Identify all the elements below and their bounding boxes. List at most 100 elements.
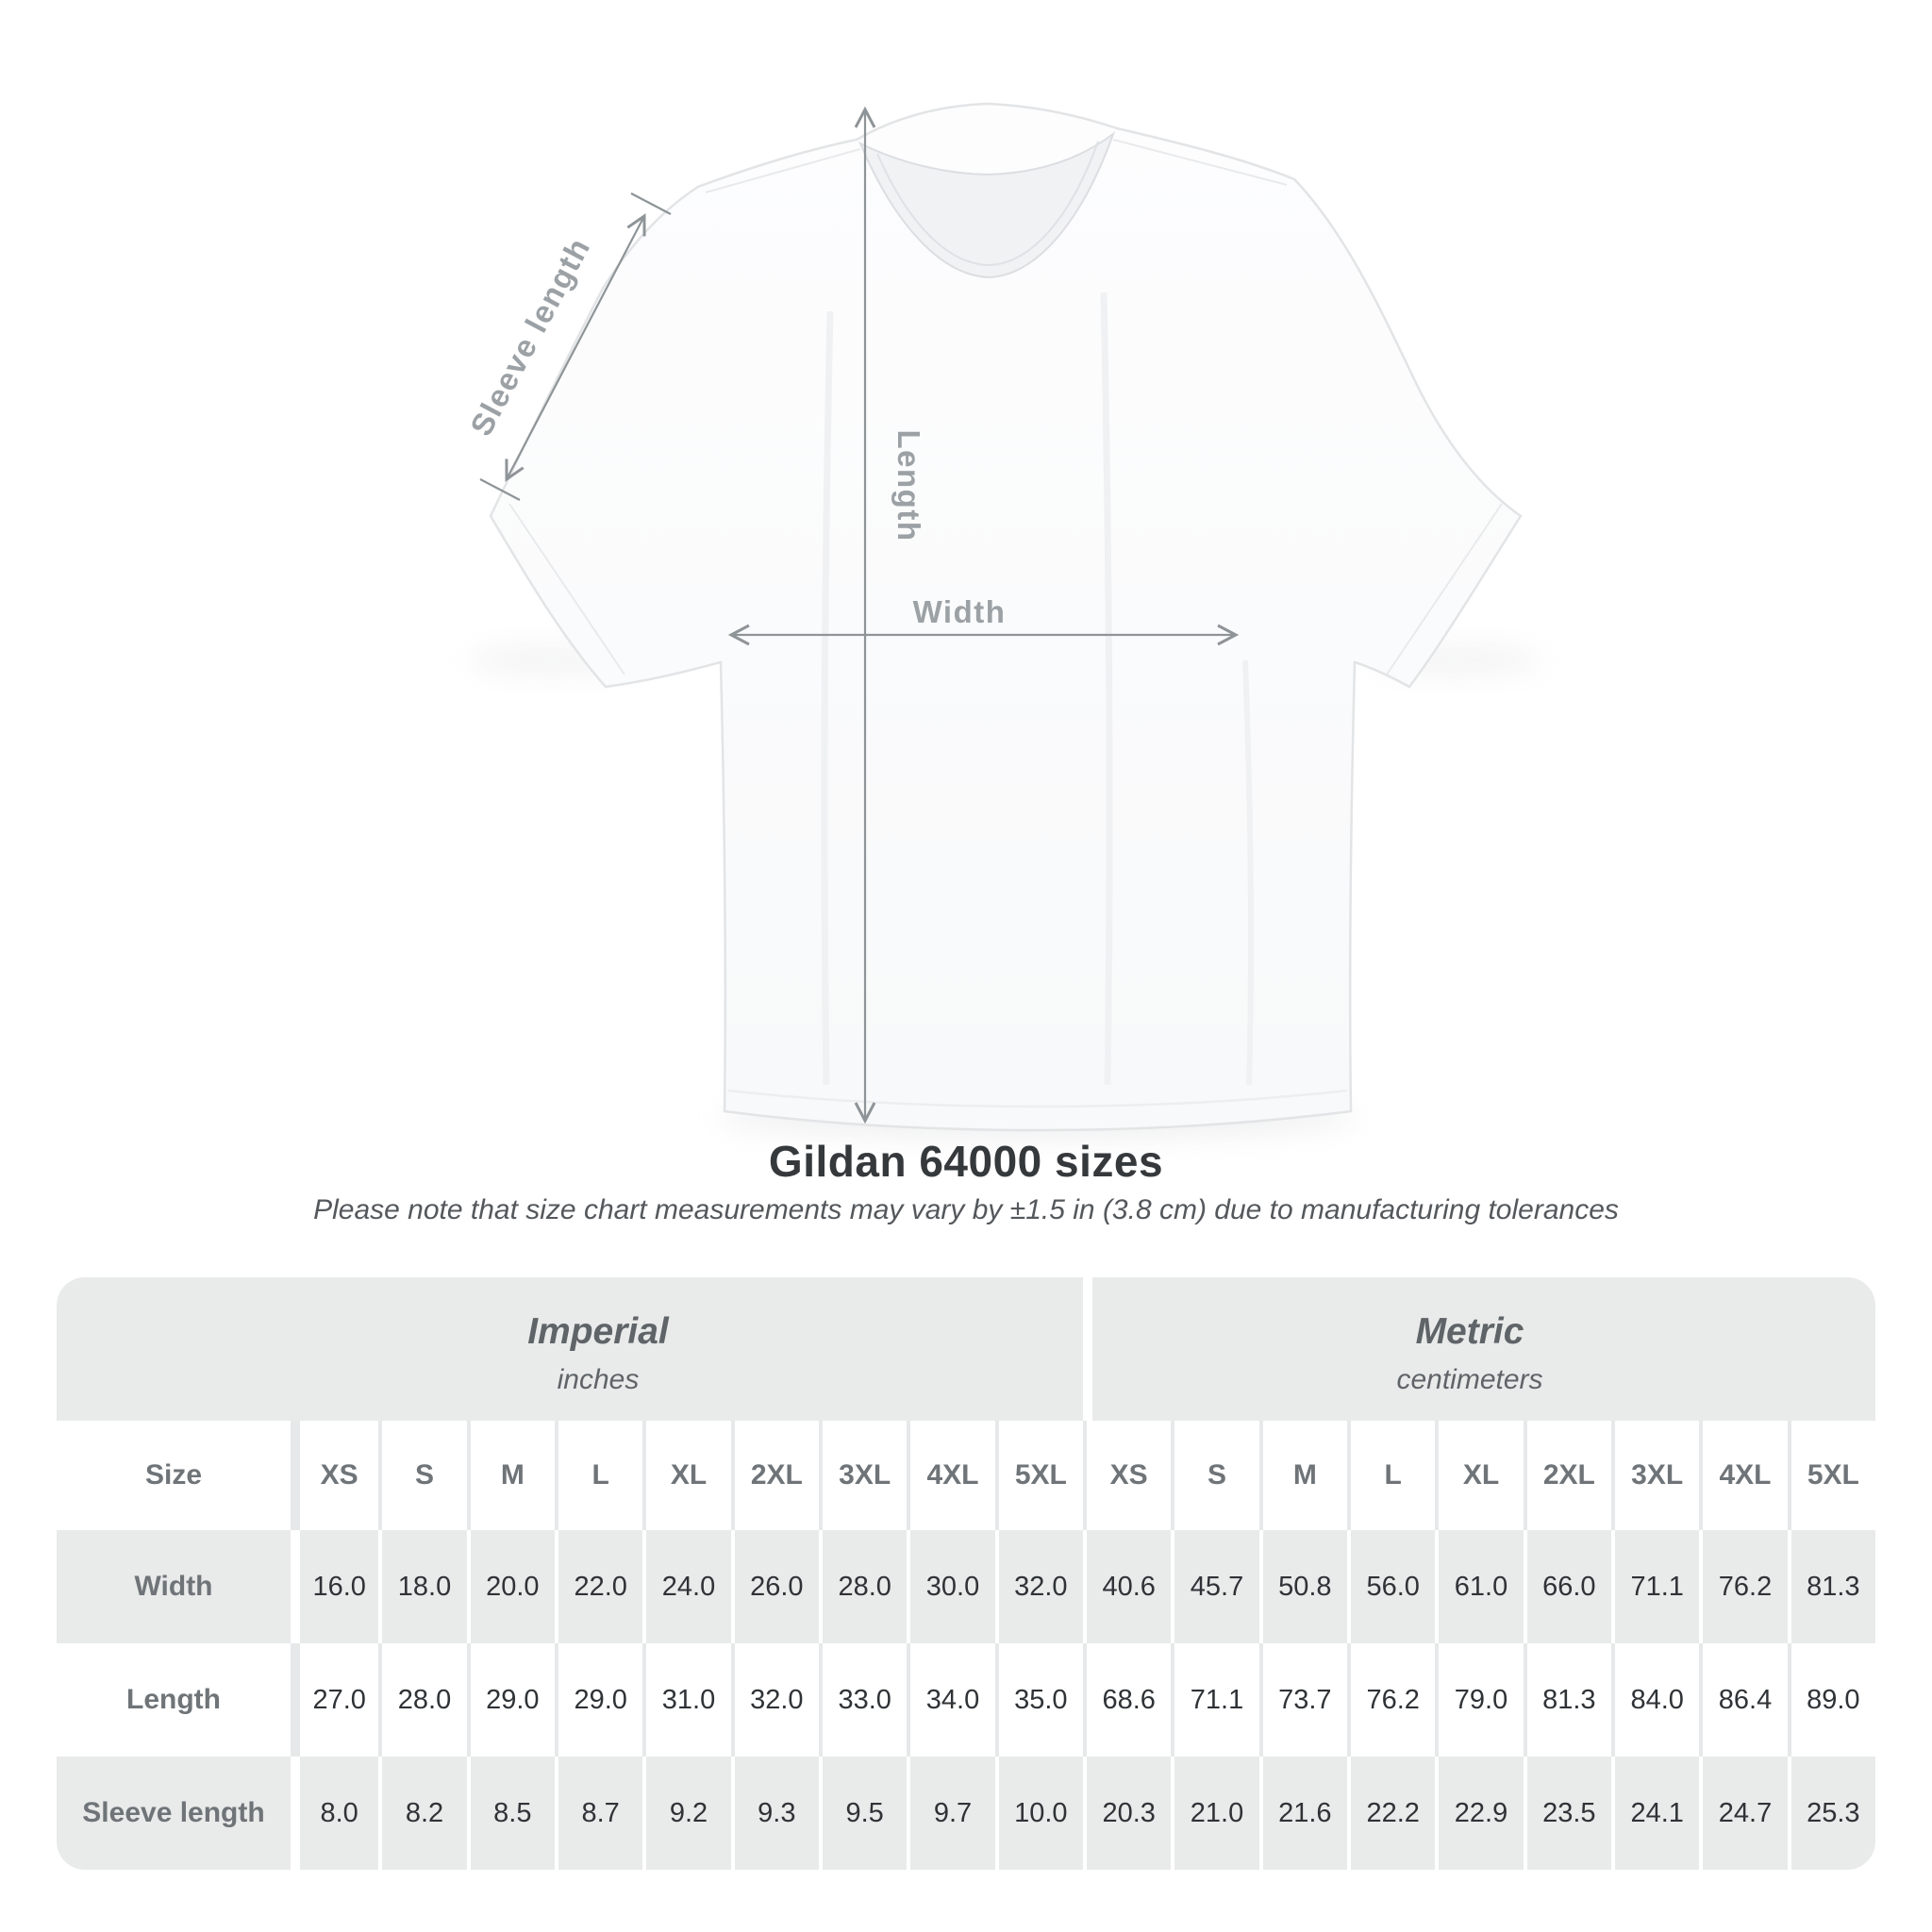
bottom-hem (727, 1089, 1348, 1108)
measurement-cell: 71.1 (1611, 1530, 1700, 1643)
measurement-cell: 9.2 (642, 1757, 731, 1870)
measurement-cell: 20.0 (466, 1530, 555, 1643)
measurement-cell: 10.0 (994, 1757, 1083, 1870)
measurement-cell: 8.7 (555, 1757, 643, 1870)
size-column-header: L (1347, 1421, 1436, 1530)
size-column-header: L (555, 1421, 643, 1530)
measurement-cell: 76.2 (1347, 1643, 1436, 1757)
size-column-header: 3XL (819, 1421, 908, 1530)
measurement-cell: 27.0 (291, 1643, 379, 1757)
measurement-cell: 33.0 (819, 1643, 908, 1757)
measurement-cell: 81.3 (1787, 1530, 1875, 1643)
imperial-group-unit: inches (557, 1364, 640, 1395)
measurement-cell: 66.0 (1523, 1530, 1611, 1643)
measurement-cell: 9.7 (907, 1757, 995, 1870)
size-column-header: 2XL (1523, 1421, 1611, 1530)
measurement-cell: 50.8 (1258, 1530, 1347, 1643)
row-label: Length (57, 1643, 291, 1757)
imperial-group-title: Imperial (527, 1311, 669, 1352)
measurement-cell: 8.0 (291, 1757, 379, 1870)
size-column-header: XS (1083, 1421, 1172, 1530)
measurement-cell: 20.3 (1083, 1757, 1172, 1870)
row-label: Width (57, 1530, 291, 1643)
size-header-cell: Size (57, 1421, 291, 1530)
sleeve-arrow-end-cap (630, 192, 672, 215)
width-label: Width (913, 594, 1007, 629)
measurement-cell: 24.1 (1611, 1757, 1700, 1870)
size-column-header: S (1171, 1421, 1259, 1530)
measurement-cell: 34.0 (907, 1643, 995, 1757)
measurement-cell: 35.0 (994, 1643, 1083, 1757)
tshirt-measurement-diagram: Sleeve length Length Width (463, 102, 1542, 1139)
measurement-cell: 22.0 (555, 1530, 643, 1643)
measurement-cell: 89.0 (1787, 1643, 1875, 1757)
measurement-cell: 18.0 (378, 1530, 467, 1643)
measurement-cell: 84.0 (1611, 1643, 1700, 1757)
left-sleeve-hem (508, 503, 625, 675)
measurement-cell: 24.7 (1699, 1757, 1788, 1870)
right-shoulder-seam (1112, 139, 1288, 186)
metric-group-title: Metric (1415, 1311, 1524, 1352)
right-sleeve-hem (1386, 503, 1503, 675)
measurement-cell: 9.3 (730, 1757, 819, 1870)
metric-group-unit: centimeters (1396, 1364, 1543, 1395)
sleeve-length-arrow (505, 213, 646, 482)
measurement-cell: 73.7 (1258, 1643, 1347, 1757)
measurement-cell: 32.0 (994, 1530, 1083, 1643)
chart-note: Please note that size chart measurements… (313, 1194, 1619, 1225)
measurement-cell: 22.9 (1435, 1757, 1524, 1870)
measurement-cell: 56.0 (1347, 1530, 1436, 1643)
size-column-header: XL (642, 1421, 731, 1530)
measurement-cell: 76.2 (1699, 1530, 1788, 1643)
measurement-cell: 28.0 (819, 1530, 908, 1643)
measurement-cell: 61.0 (1435, 1530, 1524, 1643)
measurement-cell: 79.0 (1435, 1643, 1524, 1757)
measurement-cell: 8.2 (378, 1757, 467, 1870)
left-shoulder-seam (705, 148, 861, 193)
measurement-cell: 9.5 (819, 1757, 908, 1870)
size-column-header: S (378, 1421, 467, 1530)
fold-line (1242, 659, 1255, 1086)
measurement-cell: 23.5 (1523, 1757, 1611, 1870)
measurement-cell: 25.3 (1787, 1757, 1875, 1870)
measurement-cell: 45.7 (1171, 1530, 1259, 1643)
measurement-cell: 68.6 (1083, 1643, 1172, 1757)
measurement-cell: 16.0 (291, 1530, 379, 1643)
size-column-header: 5XL (994, 1421, 1083, 1530)
measurement-cell: 24.0 (642, 1530, 731, 1643)
measurement-cell: 22.2 (1347, 1757, 1436, 1870)
size-column-header: XL (1435, 1421, 1524, 1530)
measurement-cell: 40.6 (1083, 1530, 1172, 1643)
row-label: Sleeve length (57, 1757, 291, 1870)
measurement-cell: 21.0 (1171, 1757, 1259, 1870)
size-column-header: 2XL (730, 1421, 819, 1530)
measurement-cell: 29.0 (466, 1643, 555, 1757)
size-column-header: M (1258, 1421, 1347, 1530)
measurement-cell: 28.0 (378, 1643, 467, 1757)
measurement-cell: 71.1 (1171, 1643, 1259, 1757)
measurement-cell: 81.3 (1523, 1643, 1611, 1757)
size-column-header: 4XL (1699, 1421, 1788, 1530)
tshirt-collar-opening (858, 131, 1116, 279)
measurement-cell: 30.0 (907, 1530, 995, 1643)
measurement-cell: 29.0 (555, 1643, 643, 1757)
fold-line (821, 310, 834, 1086)
measurement-cell: 8.5 (466, 1757, 555, 1870)
tshirt-illustration: Sleeve length Length Width (463, 102, 1542, 1139)
imperial-group-header: Imperial inches (57, 1277, 1083, 1421)
measurement-cell: 21.6 (1258, 1757, 1347, 1870)
sleeve-arrow-end-cap (479, 478, 521, 501)
size-column-header: 5XL (1787, 1421, 1875, 1530)
size-column-header: XS (291, 1421, 379, 1530)
measurement-cell: 31.0 (642, 1643, 731, 1757)
measurement-cell: 32.0 (730, 1643, 819, 1757)
tshirt-collar-rib (876, 141, 1099, 267)
size-column-header: 4XL (907, 1421, 995, 1530)
measurement-cell: 26.0 (730, 1530, 819, 1643)
chart-title: Gildan 64000 sizes (768, 1137, 1164, 1186)
length-label: Length (891, 430, 926, 542)
size-column-header: M (466, 1421, 555, 1530)
metric-group-header: Metric centimeters (1083, 1277, 1875, 1421)
fold-line (1100, 291, 1113, 1086)
size-chart-table: Imperial inches Metric centimeters Size … (57, 1277, 1875, 1870)
